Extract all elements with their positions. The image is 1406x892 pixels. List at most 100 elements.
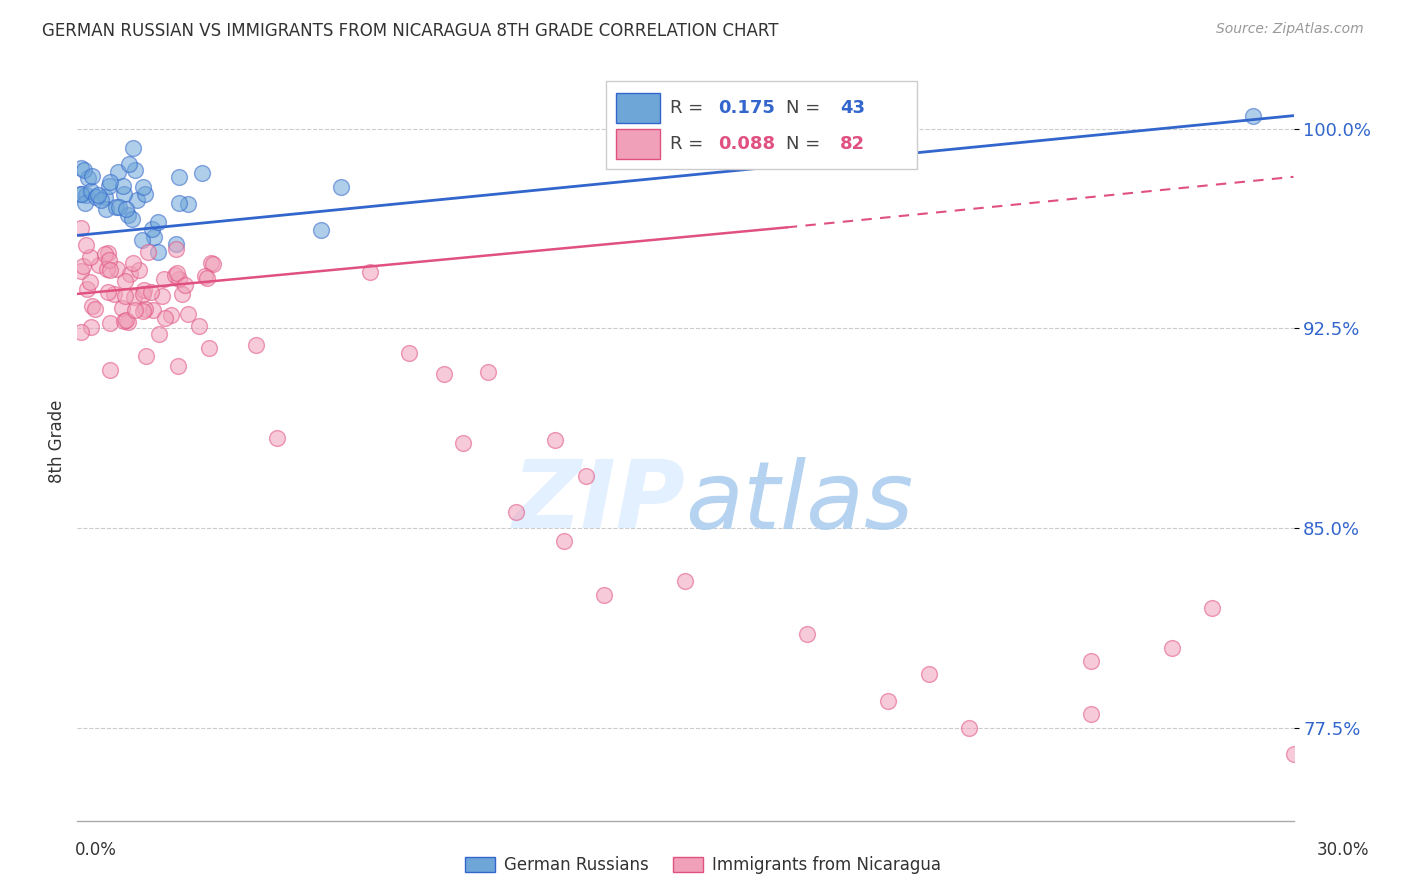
Point	[79, 275, 101, 289]
Point	[118, 267, 141, 281]
Point	[575, 468, 598, 483]
Text: N =: N =	[786, 136, 827, 153]
Point	[359, 265, 381, 279]
Point	[245, 338, 267, 352]
Point	[166, 266, 188, 280]
Point	[153, 311, 176, 326]
Point	[138, 244, 160, 259]
Point	[70, 325, 93, 339]
Point	[544, 433, 567, 447]
Point	[117, 315, 139, 329]
Point	[200, 256, 222, 270]
Text: R =: R =	[669, 136, 709, 153]
Point	[132, 304, 155, 318]
Text: atlas: atlas	[686, 457, 914, 548]
Point	[103, 287, 125, 301]
Point	[796, 627, 818, 641]
Text: 43: 43	[839, 99, 865, 117]
Point	[165, 268, 187, 282]
Text: 30.0%: 30.0%	[1316, 840, 1369, 858]
Point	[309, 223, 332, 237]
Point	[329, 180, 352, 194]
Point	[134, 301, 156, 316]
Point	[165, 242, 187, 256]
Point	[122, 256, 145, 270]
Point	[117, 208, 139, 222]
Point	[70, 186, 93, 201]
Point	[166, 359, 188, 373]
Point	[72, 163, 94, 178]
Point	[96, 261, 118, 276]
Point	[148, 326, 170, 341]
Point	[112, 186, 135, 201]
FancyBboxPatch shape	[616, 129, 659, 160]
Point	[114, 289, 136, 303]
Point	[127, 193, 149, 207]
Point	[139, 285, 162, 299]
Legend: German Russians, Immigrants from Nicaragua: German Russians, Immigrants from Nicarag…	[458, 849, 948, 881]
Point	[918, 667, 941, 681]
Point	[174, 277, 197, 292]
Point	[118, 156, 141, 170]
Point	[1282, 747, 1305, 761]
Text: 0.088: 0.088	[718, 136, 775, 153]
Point	[111, 178, 134, 193]
Point	[70, 187, 93, 202]
Text: 0.0%: 0.0%	[75, 840, 117, 858]
Point	[957, 721, 980, 735]
Point	[121, 211, 143, 226]
Point	[80, 169, 103, 183]
Point	[593, 587, 616, 601]
Point	[198, 341, 221, 355]
Point	[111, 301, 134, 316]
Point	[90, 193, 112, 207]
Point	[84, 301, 107, 316]
Text: R =: R =	[669, 99, 709, 117]
Text: 82: 82	[839, 136, 865, 153]
Point	[132, 287, 155, 301]
Point	[70, 161, 93, 176]
Text: ZIP: ZIP	[513, 456, 686, 549]
Point	[70, 264, 93, 278]
Point	[73, 195, 96, 210]
Point	[505, 505, 527, 519]
Point	[675, 574, 697, 589]
Point	[75, 187, 97, 202]
Point	[451, 436, 474, 450]
Point	[135, 350, 157, 364]
Point	[104, 200, 127, 214]
Point	[98, 179, 121, 194]
Text: Source: ZipAtlas.com: Source: ZipAtlas.com	[1216, 22, 1364, 37]
Point	[75, 237, 97, 252]
Point	[124, 163, 146, 178]
Point	[115, 202, 138, 216]
Point	[153, 272, 176, 286]
FancyBboxPatch shape	[606, 81, 917, 169]
Point	[177, 308, 200, 322]
Point	[1080, 707, 1102, 722]
Point	[141, 221, 163, 235]
Text: N =: N =	[786, 99, 827, 117]
Point	[167, 272, 190, 286]
Point	[80, 319, 103, 334]
Point	[142, 302, 165, 317]
Point	[433, 367, 456, 381]
Point	[115, 313, 138, 327]
Point	[94, 247, 117, 261]
Point	[72, 259, 94, 273]
Point	[107, 165, 129, 179]
Point	[124, 302, 146, 317]
Point	[97, 245, 120, 260]
Point	[167, 196, 190, 211]
Point	[1080, 654, 1102, 668]
Point	[80, 299, 103, 313]
Point	[190, 166, 212, 180]
Point	[79, 250, 101, 264]
Point	[84, 189, 107, 203]
Point	[131, 233, 153, 247]
Point	[177, 197, 200, 211]
Text: 0.175: 0.175	[718, 99, 775, 117]
Point	[80, 184, 103, 198]
Point	[201, 257, 224, 271]
Point	[195, 271, 218, 285]
